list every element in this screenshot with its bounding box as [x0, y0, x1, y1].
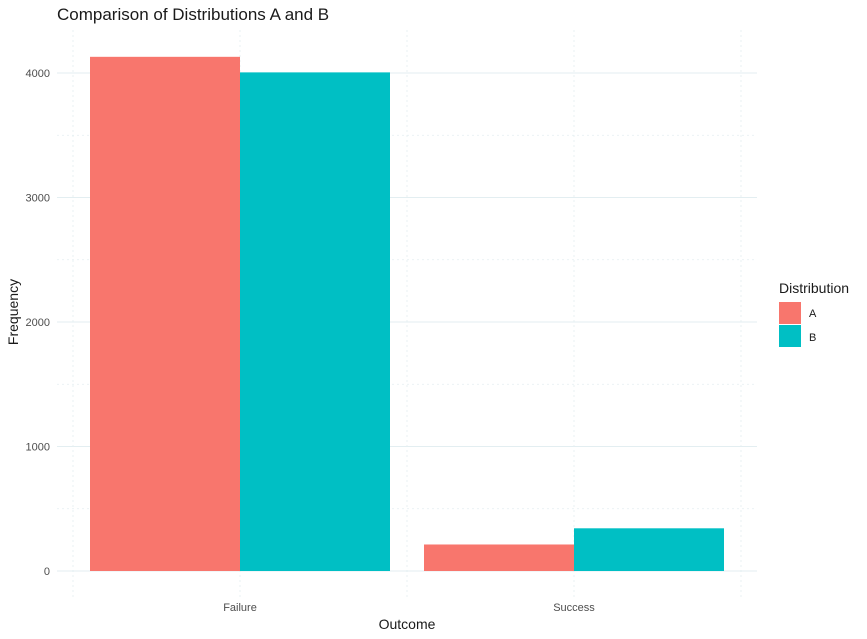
y-tick-label: 4000	[26, 68, 50, 80]
y-axis-title: Frequency	[5, 279, 21, 345]
legend-label-a: A	[809, 308, 817, 320]
y-tick-label: 0	[44, 566, 50, 578]
bar-b-failure	[240, 72, 390, 571]
legend-label-b: B	[809, 332, 816, 344]
y-tick-label: 1000	[26, 442, 50, 454]
legend-title: Distribution	[779, 280, 849, 296]
x-tick-label: Success	[553, 602, 595, 614]
y-tick-label: 2000	[26, 317, 50, 329]
bars	[90, 56, 724, 571]
y-tick-label: 3000	[26, 193, 50, 205]
legend: Distribution A B	[779, 280, 849, 347]
chart-title: Comparison of Distributions A and B	[57, 5, 329, 24]
y-axis-ticks: 0 1000 2000 3000 4000	[26, 68, 50, 578]
bar-a-failure	[90, 56, 240, 571]
bar-a-success	[424, 544, 574, 571]
bar-b-success	[574, 528, 724, 571]
x-tick-label: Failure	[223, 602, 257, 614]
legend-key-b	[779, 325, 801, 347]
legend-key-a	[779, 302, 801, 324]
x-axis-title: Outcome	[379, 616, 436, 632]
x-axis-ticks: Failure Success	[223, 602, 595, 614]
